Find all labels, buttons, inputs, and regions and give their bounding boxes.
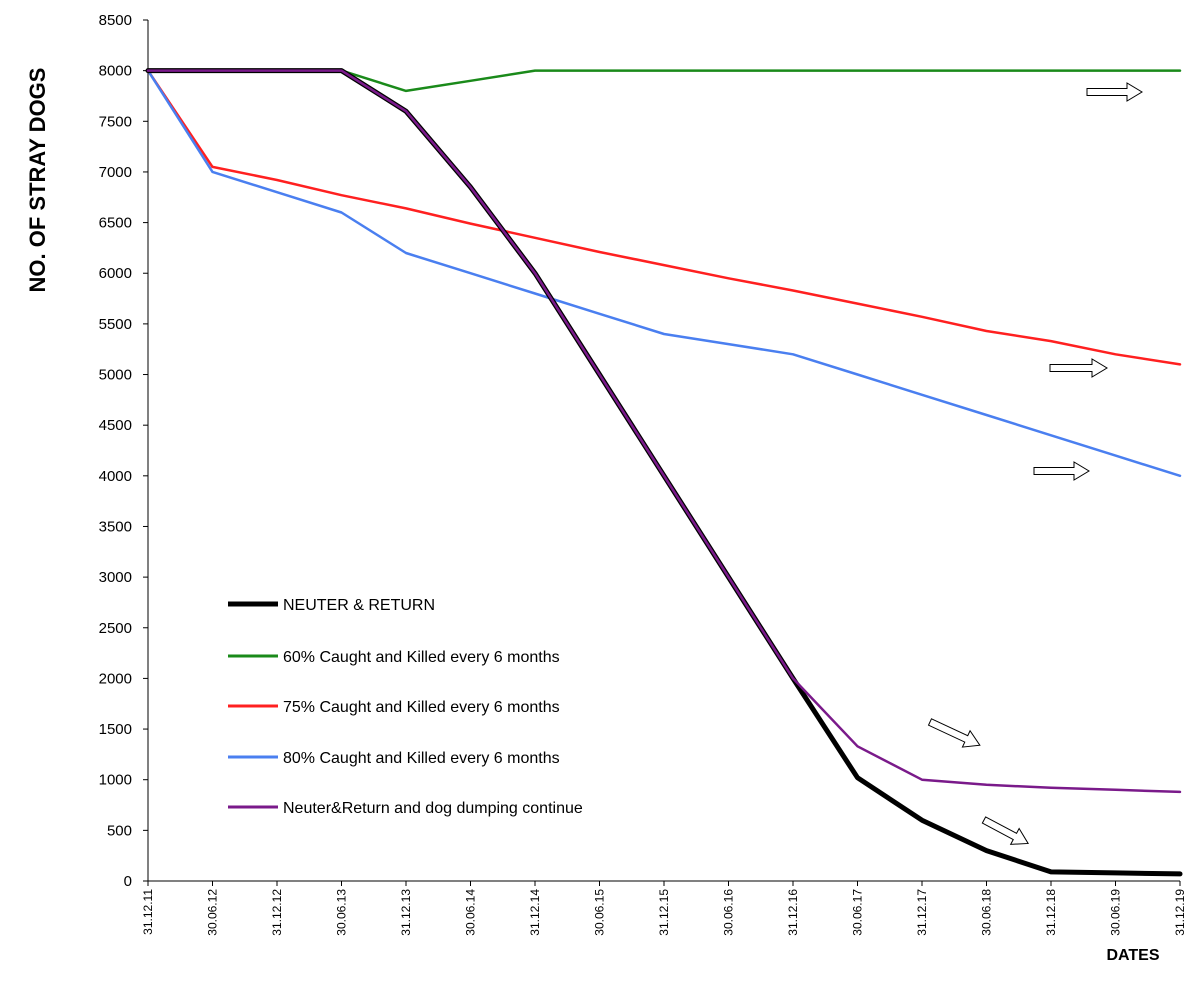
y-tick-label: 500 bbox=[107, 822, 132, 839]
y-tick-label: 6000 bbox=[99, 265, 132, 282]
x-tick-label: 30.06.19 bbox=[1109, 889, 1123, 936]
x-tick-label: 31.12.16 bbox=[786, 889, 800, 936]
y-tick-label: 2500 bbox=[99, 620, 132, 637]
y-tick-label: 2000 bbox=[99, 670, 132, 687]
arrow-annotation bbox=[927, 718, 981, 748]
x-tick-label: 30.06.12 bbox=[206, 889, 220, 936]
x-axis-ticks: 31.12.11 30.06.12 31.12.12 30.06.13 31.12.13… bbox=[141, 881, 1187, 936]
y-tick-label: 0 bbox=[124, 873, 132, 890]
y-tick-label: 7500 bbox=[99, 113, 132, 130]
y-tick-label: 4500 bbox=[99, 417, 132, 434]
legend-label: Neuter&Return and dog dumping continue bbox=[283, 800, 583, 817]
arrow-annotation bbox=[981, 816, 1030, 845]
x-tick-label: 31.12.18 bbox=[1044, 889, 1058, 936]
x-tick-label: 31.12.17 bbox=[915, 889, 929, 936]
legend: NEUTER & RETURN 60% Caught and Killed eve… bbox=[228, 597, 583, 817]
y-tick-label: 3000 bbox=[99, 569, 132, 586]
series-layer bbox=[145, 68, 1183, 877]
x-tick-label: 30.06.13 bbox=[335, 889, 349, 936]
legend-label: NEUTER & RETURN bbox=[283, 597, 435, 614]
y-tick-label: 1000 bbox=[99, 772, 132, 789]
y-tick-label: 6500 bbox=[99, 215, 132, 232]
y-tick-label: 8000 bbox=[99, 63, 132, 80]
x-tick-label: 31.12.12 bbox=[270, 889, 284, 936]
y-tick-label: 8500 bbox=[99, 12, 132, 29]
x-tick-label: 30.06.15 bbox=[593, 889, 607, 936]
series-line-4 bbox=[146, 69, 1182, 478]
legend-label: 80% Caught and Killed every 6 months bbox=[283, 750, 560, 767]
x-axis-title: DATES bbox=[1106, 947, 1159, 964]
y-tick-label: 7000 bbox=[99, 164, 132, 181]
legend-label: 75% Caught and Killed every 6 months bbox=[283, 699, 560, 716]
y-axis-title: NO. OF STRAY DOGS bbox=[25, 68, 50, 293]
series-line-2 bbox=[146, 69, 1182, 93]
arrow-annotation bbox=[1033, 461, 1090, 481]
x-tick-label: 30.06.14 bbox=[464, 889, 478, 936]
y-tick-label: 5500 bbox=[99, 316, 132, 333]
x-tick-label: 30.06.17 bbox=[851, 889, 865, 936]
series-line-3 bbox=[146, 69, 1182, 366]
y-tick-label: 3500 bbox=[99, 518, 132, 535]
x-tick-label: 30.06.18 bbox=[980, 889, 994, 936]
y-tick-label: 4000 bbox=[99, 468, 132, 485]
x-tick-label: 31.12.15 bbox=[657, 889, 671, 936]
series-line-5 bbox=[146, 69, 1182, 794]
y-axis-ticks: 0 500 1000 1500 2000 2500 3000 3500 4000 4500 5000… bbox=[99, 12, 148, 890]
annotation-arrows bbox=[927, 82, 1143, 845]
x-tick-label: 30.06.16 bbox=[722, 889, 736, 936]
legend-label: 60% Caught and Killed every 6 months bbox=[283, 649, 560, 666]
x-tick-label: 31.12.14 bbox=[528, 889, 542, 936]
x-tick-label: 31.12.11 bbox=[141, 889, 155, 935]
y-tick-label: 1500 bbox=[99, 721, 132, 738]
arrow-annotation bbox=[1049, 358, 1108, 378]
x-tick-label: 31.12.19 bbox=[1173, 889, 1187, 936]
arrow-annotation bbox=[1086, 82, 1143, 102]
y-tick-label: 5000 bbox=[99, 367, 132, 384]
x-tick-label: 31.12.13 bbox=[399, 889, 413, 936]
